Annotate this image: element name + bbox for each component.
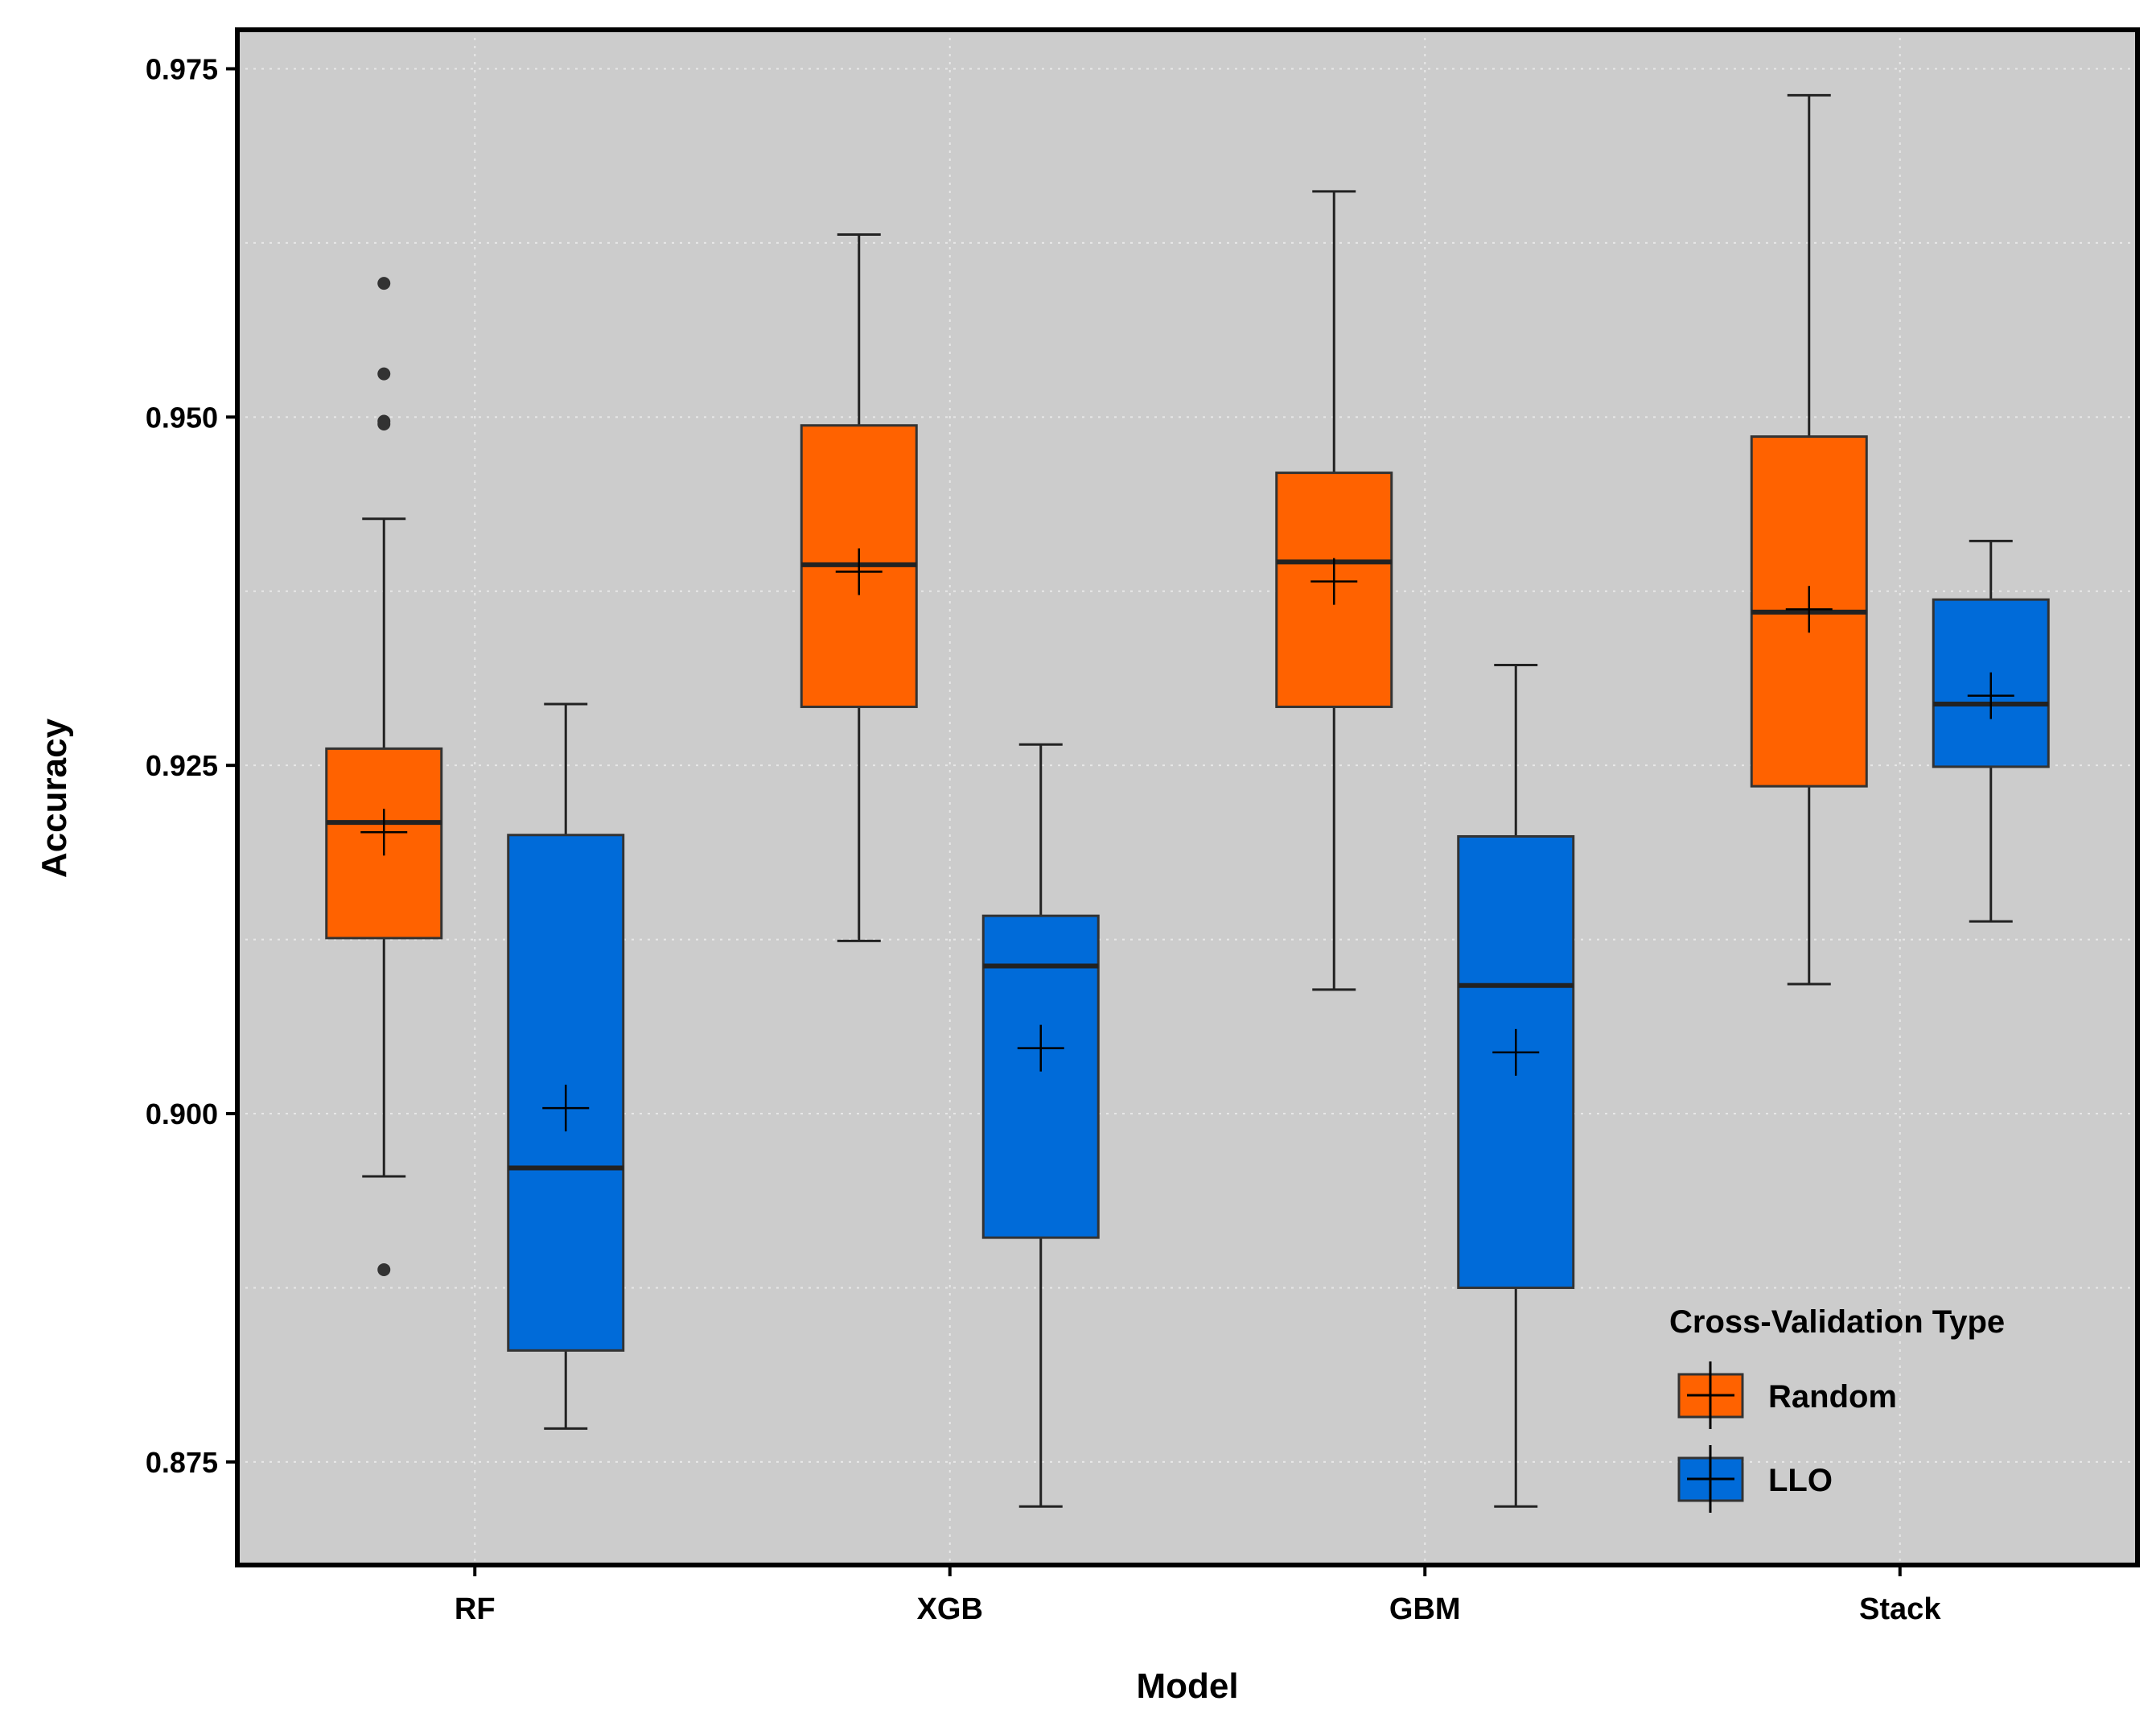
box-group-llo-stack bbox=[1932, 539, 2050, 923]
legend: Cross-Validation Type Random LLO bbox=[1669, 1304, 2005, 1513]
legend-label-llo: LLO bbox=[1768, 1463, 1833, 1498]
legend-label-random: Random bbox=[1768, 1379, 1897, 1415]
y-tick-label-0.900: 0.900 bbox=[146, 1098, 218, 1131]
x-tick-label-gbm: GBM bbox=[1389, 1592, 1461, 1626]
x-tick-label-rf: RF bbox=[455, 1592, 496, 1626]
box-group-random-rf bbox=[325, 277, 443, 1276]
outlier-point-random-rf-4 bbox=[377, 277, 391, 290]
plot-panel-border bbox=[235, 27, 2140, 1567]
outlier-point-random-rf-0 bbox=[377, 1262, 391, 1276]
legend-entry-random: Random bbox=[1677, 1361, 1897, 1429]
x-axis: RF XGB GBM Stack bbox=[455, 1565, 1941, 1626]
y-tick-label-0.975: 0.975 bbox=[146, 52, 218, 85]
legend-title: Cross-Validation Type bbox=[1669, 1304, 2005, 1340]
legend-entry-llo: LLO bbox=[1677, 1445, 1833, 1513]
box-llo-xgb bbox=[981, 914, 1100, 1239]
box-group-llo-rf bbox=[507, 702, 625, 1430]
y-tick-label-0.925: 0.925 bbox=[146, 749, 218, 782]
box-group-llo-gbm bbox=[1457, 664, 1575, 1508]
outlier-point-random-rf-2 bbox=[377, 414, 391, 428]
y-axis-title: Accuracy bbox=[35, 718, 74, 878]
outlier-point-random-rf-3 bbox=[377, 367, 391, 381]
box-group-random-xgb bbox=[800, 233, 918, 942]
x-tick-label-xgb: XGB bbox=[917, 1592, 983, 1626]
grid-lines bbox=[237, 30, 2137, 1565]
y-tick-label-0.875: 0.875 bbox=[146, 1446, 218, 1479]
y-tick-label-0.950: 0.950 bbox=[146, 401, 218, 434]
box-series bbox=[325, 93, 2050, 1508]
box-group-llo-xgb bbox=[981, 743, 1100, 1508]
box-group-random-stack bbox=[1750, 93, 1868, 986]
x-axis-title: Model bbox=[1136, 1666, 1238, 1706]
box-group-random-gbm bbox=[1275, 190, 1393, 991]
x-tick-label-stack: Stack bbox=[1859, 1592, 1941, 1626]
y-axis: 0.875 0.900 0.925 0.950 0.975 bbox=[146, 52, 237, 1479]
